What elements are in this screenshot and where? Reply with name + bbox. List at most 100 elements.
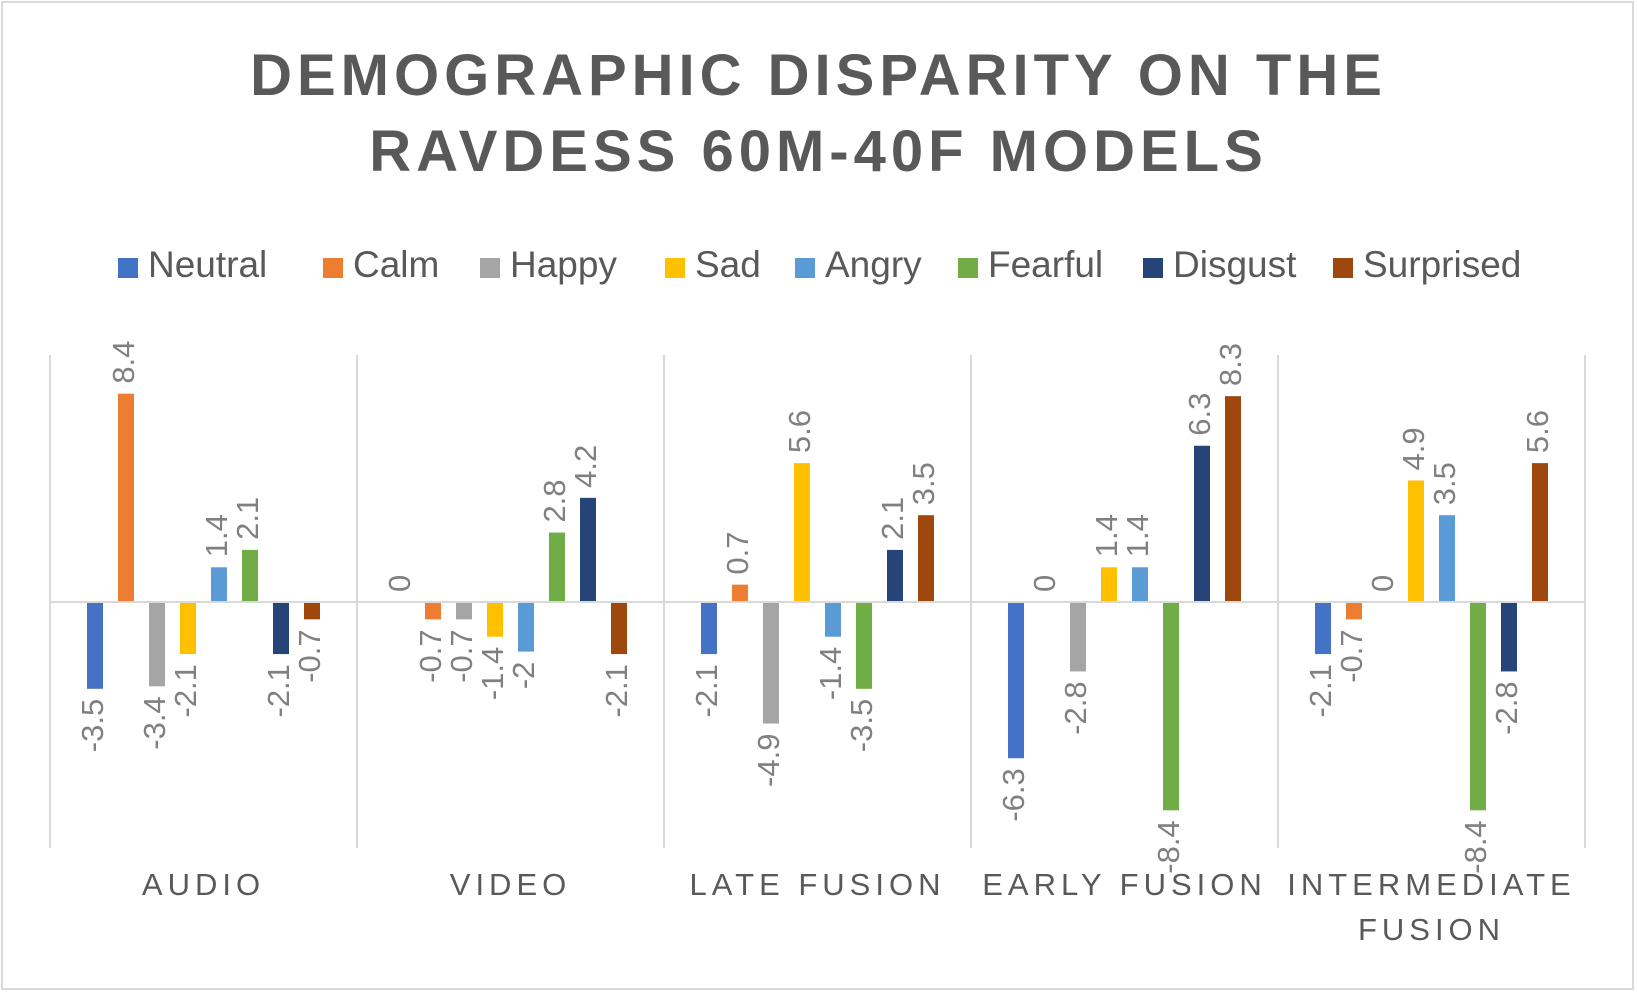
bar-angry-3 xyxy=(1132,567,1148,602)
data-label-calm-3: 0 xyxy=(1027,575,1062,592)
legend-label-angry: Angry xyxy=(825,244,922,285)
data-label-sad-2: 5.6 xyxy=(782,410,817,453)
bar-disgust-0 xyxy=(273,602,289,655)
data-label-neutral-1: 0 xyxy=(382,575,417,592)
data-label-calm-1: -0.7 xyxy=(413,629,448,682)
bar-calm-0 xyxy=(118,393,134,602)
bar-angry-0 xyxy=(211,567,227,602)
data-label-disgust-0: -2.1 xyxy=(261,664,296,717)
data-label-happy-2: -4.9 xyxy=(751,734,786,787)
data-label-happy-3: -2.8 xyxy=(1058,681,1093,734)
data-label-fearful-1: 2.8 xyxy=(537,479,572,522)
category-label-2-0: LATE FUSION xyxy=(690,867,946,902)
bar-disgust-2 xyxy=(887,549,903,602)
bar-fearful-4 xyxy=(1470,602,1486,811)
data-label-fearful-0: 2.1 xyxy=(230,497,265,540)
bar-neutral-0 xyxy=(87,602,103,689)
bar-calm-2 xyxy=(732,584,748,602)
bar-fearful-2 xyxy=(856,602,872,689)
data-label-sad-0: -2.1 xyxy=(168,664,203,717)
bar-happy-0 xyxy=(149,602,165,687)
data-label-disgust-3: 6.3 xyxy=(1182,393,1217,436)
data-label-calm-4: -0.7 xyxy=(1334,629,1369,682)
data-label-surprised-1: -2.1 xyxy=(599,664,634,717)
bar-angry-1 xyxy=(518,602,534,652)
bar-neutral-2 xyxy=(701,602,717,655)
bar-happy-3 xyxy=(1070,602,1086,672)
legend-swatch-angry xyxy=(795,258,815,278)
bar-sad-1 xyxy=(487,602,503,637)
data-label-angry-3: 1.4 xyxy=(1120,514,1155,557)
category-label-4-1: FUSION xyxy=(1358,912,1505,947)
legend-label-calm: Calm xyxy=(353,244,440,285)
data-label-neutral-2: -2.1 xyxy=(689,664,724,717)
data-label-fearful-3: -8.4 xyxy=(1151,820,1186,873)
data-label-disgust-1: 4.2 xyxy=(568,445,603,488)
data-label-neutral-3: -6.3 xyxy=(996,768,1031,821)
legend-label-disgust: Disgust xyxy=(1173,244,1297,285)
category-label-4-0: INTERMEDIATE xyxy=(1287,867,1576,902)
chart-title-line-1: DEMOGRAPHIC DISPARITY ON THE xyxy=(250,43,1387,108)
data-label-angry-2: -1.4 xyxy=(813,647,848,700)
chart-legend: Neutral Calm Happy Sad Angry Fearful Dis… xyxy=(0,240,1637,290)
legend-label-neutral: Neutral xyxy=(148,244,268,285)
bar-happy-1 xyxy=(456,602,472,620)
bar-surprised-3 xyxy=(1225,396,1241,602)
data-label-surprised-2: 3.5 xyxy=(906,462,941,505)
data-label-sad-1: -1.4 xyxy=(475,647,510,700)
bar-calm-1 xyxy=(425,602,441,620)
bar-neutral-3 xyxy=(1008,602,1024,759)
bar-sad-3 xyxy=(1101,567,1117,602)
bar-surprised-4 xyxy=(1532,463,1548,602)
bar-surprised-1 xyxy=(611,602,627,655)
data-label-angry-1: -2 xyxy=(506,662,541,690)
bar-sad-2 xyxy=(794,463,810,602)
data-label-surprised-4: 5.6 xyxy=(1520,410,1555,453)
data-label-disgust-4: -2.8 xyxy=(1489,681,1524,734)
legend-label-surprised: Surprised xyxy=(1363,244,1522,285)
data-label-surprised-3: 8.3 xyxy=(1213,343,1248,386)
legend-swatch-calm xyxy=(323,258,343,278)
bar-angry-4 xyxy=(1439,515,1455,602)
legend-swatch-disgust xyxy=(1143,258,1163,278)
bar-angry-2 xyxy=(825,602,841,637)
legend-swatch-sad xyxy=(665,258,685,278)
bar-fearful-0 xyxy=(242,549,258,602)
bar-happy-2 xyxy=(763,602,779,724)
data-label-fearful-2: -3.5 xyxy=(844,699,879,752)
legend-swatch-neutral xyxy=(118,258,138,278)
bar-disgust-1 xyxy=(580,497,596,602)
bar-calm-4 xyxy=(1346,602,1362,620)
bar-sad-4 xyxy=(1408,480,1424,602)
data-label-fearful-4: -8.4 xyxy=(1458,820,1493,873)
bar-neutral-4 xyxy=(1315,602,1331,655)
data-label-sad-4: 4.9 xyxy=(1396,427,1431,470)
data-label-angry-0: 1.4 xyxy=(199,514,234,557)
data-label-happy-4: 0 xyxy=(1365,575,1400,592)
bar-sad-0 xyxy=(180,602,196,655)
category-label-1-0: VIDEO xyxy=(450,867,571,902)
data-label-neutral-4: -2.1 xyxy=(1303,664,1338,717)
legend-swatch-fearful xyxy=(958,258,978,278)
legend-label-happy: Happy xyxy=(510,244,617,285)
bar-disgust-4 xyxy=(1501,602,1517,672)
data-label-calm-0: 8.4 xyxy=(106,341,141,384)
data-label-sad-3: 1.4 xyxy=(1089,514,1124,557)
data-label-disgust-2: 2.1 xyxy=(875,497,910,540)
legend-swatch-happy xyxy=(480,258,500,278)
bar-surprised-2 xyxy=(918,515,934,602)
chart-title-line-2: RAVDESS 60M-40F MODELS xyxy=(369,119,1268,184)
bar-surprised-0 xyxy=(304,602,320,620)
legend-swatch-surprised xyxy=(1333,258,1353,278)
data-label-surprised-0: -0.7 xyxy=(292,629,327,682)
data-label-happy-1: -0.7 xyxy=(444,629,479,682)
data-label-calm-2: 0.7 xyxy=(720,532,755,575)
category-label-0-0: AUDIO xyxy=(142,867,265,902)
bar-fearful-3 xyxy=(1163,602,1179,811)
legend-label-sad: Sad xyxy=(695,244,761,285)
category-label-3-0: EARLY FUSION xyxy=(982,867,1267,902)
data-label-happy-0: -3.4 xyxy=(137,696,172,749)
bar-fearful-1 xyxy=(549,532,565,602)
